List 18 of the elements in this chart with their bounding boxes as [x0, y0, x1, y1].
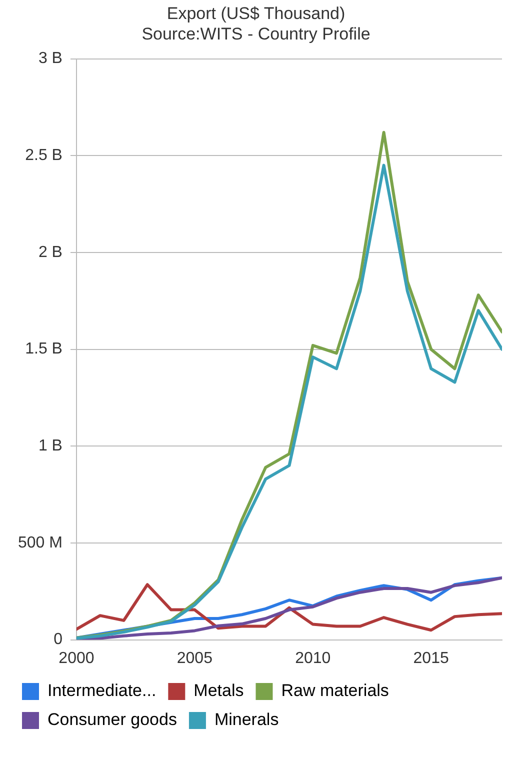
y-tick-label: 2.5 B: [25, 147, 62, 164]
x-tick-label: 2005: [176, 650, 213, 667]
y-tick-label: 3 B: [38, 50, 62, 68]
x-tick-label: 2000: [58, 650, 94, 667]
x-tick-label: 2010: [295, 650, 331, 667]
y-tick-label: 1 B: [38, 438, 62, 455]
legend-label: Raw materials: [281, 681, 389, 700]
legend-label: Minerals: [214, 710, 279, 730]
legend-label: Intermediate...: [48, 681, 156, 700]
y-tick-label: 2 B: [38, 244, 62, 261]
y-tick-label: 1.5 B: [25, 340, 62, 358]
legend-label: Consumer goods: [48, 710, 177, 730]
x-tick-label: 2015: [413, 650, 449, 667]
chart-subtitle: Source:WITS - Country Profile: [142, 24, 370, 44]
legend-label: Metals: [194, 681, 244, 700]
y-tick-label: 500 M: [18, 534, 62, 552]
chart-title: Export (US$ Thousand): [166, 4, 346, 23]
y-tick-label: 0: [54, 631, 63, 648]
